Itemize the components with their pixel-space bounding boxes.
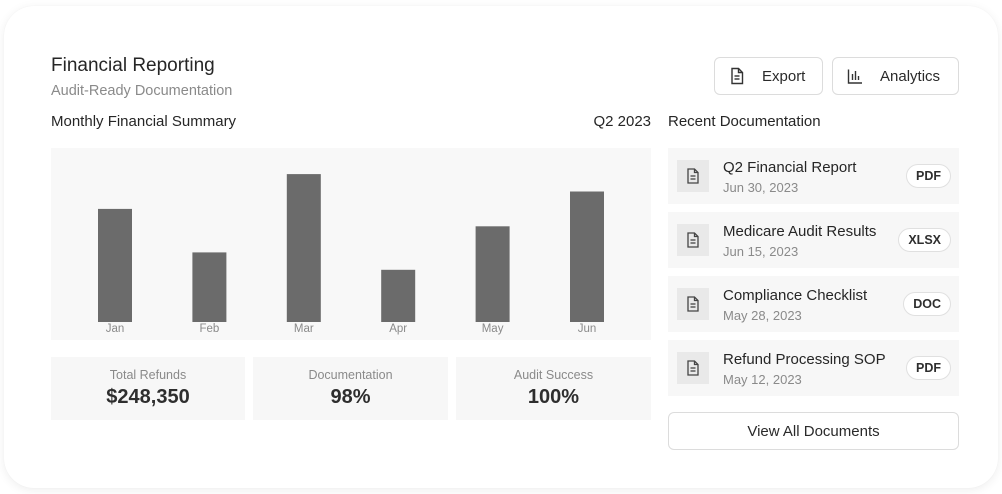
document-icon xyxy=(677,352,709,384)
file-type-badge: XLSX xyxy=(898,228,951,252)
view-all-documents-button[interactable]: View All Documents xyxy=(668,412,959,450)
page-title: Financial Reporting xyxy=(51,55,215,76)
x-tick-label: May xyxy=(482,323,504,335)
period-label: Q2 2023 xyxy=(593,113,651,130)
stat-label: Documentation xyxy=(308,368,393,382)
x-tick-label: Feb xyxy=(199,323,219,335)
doc-name: Refund Processing SOP xyxy=(723,351,886,368)
analytics-button-label: Analytics xyxy=(880,67,941,85)
chart-bar-mar xyxy=(286,174,321,322)
chart-bar-apr xyxy=(381,269,416,322)
stat-label: Audit Success xyxy=(513,368,594,382)
financial-reporting-card: Financial Reporting Audit-Ready Document… xyxy=(4,6,998,488)
doc-date: Jun 15, 2023 xyxy=(723,244,799,259)
document-icon xyxy=(677,288,709,320)
doc-name: Q2 Financial Report xyxy=(723,159,857,176)
document-icon xyxy=(677,224,709,256)
file-type-badge: PDF xyxy=(906,356,951,380)
stat-total-refunds: Total Refunds $248,350 xyxy=(51,357,245,420)
doc-item[interactable]: Compliance Checklist May 28, 2023 DOC xyxy=(668,276,959,332)
recent-docs-list: Q2 Financial Report Jun 30, 2023 PDF Med… xyxy=(668,148,959,404)
chart-svg: Jan Feb Mar Apr May Jun xyxy=(98,174,604,335)
chart-bar-may xyxy=(475,226,510,322)
doc-date: May 28, 2023 xyxy=(723,308,802,323)
x-tick-label: Mar xyxy=(294,323,314,335)
doc-name: Medicare Audit Results xyxy=(723,223,877,240)
document-icon xyxy=(729,67,745,85)
doc-item[interactable]: Medicare Audit Results Jun 15, 2023 XLSX xyxy=(668,212,959,268)
file-type-badge: DOC xyxy=(903,292,951,316)
x-tick-label: Jun xyxy=(578,323,597,335)
doc-item[interactable]: Refund Processing SOP May 12, 2023 PDF xyxy=(668,340,959,396)
doc-date: Jun 30, 2023 xyxy=(723,180,799,195)
stat-label: Total Refunds xyxy=(109,368,187,382)
chart-bar-jun xyxy=(570,191,604,322)
summary-label: Monthly Financial Summary xyxy=(51,113,237,130)
chart-bar-jan xyxy=(98,208,132,322)
stat-value: $248,350 xyxy=(106,386,190,408)
doc-name: Compliance Checklist xyxy=(723,287,868,304)
page-subtitle: Audit-Ready Documentation xyxy=(51,83,233,99)
bar-chart-icon xyxy=(847,67,863,85)
stat-audit-success: Audit Success 100% xyxy=(456,357,651,420)
stat-value: 100% xyxy=(527,386,580,408)
recent-docs-label: Recent Documentation xyxy=(668,113,821,130)
export-button[interactable]: Export xyxy=(714,57,823,95)
export-button-label: Export xyxy=(762,67,806,85)
doc-item[interactable]: Q2 Financial Report Jun 30, 2023 PDF xyxy=(668,148,959,204)
chart-bar-feb xyxy=(192,252,227,322)
x-tick-label: Apr xyxy=(389,323,407,335)
x-tick-label: Jan xyxy=(106,323,125,335)
analytics-button[interactable]: Analytics xyxy=(832,57,959,95)
monthly-bar-chart: Jan Feb Mar Apr May Jun xyxy=(51,148,651,340)
doc-date: May 12, 2023 xyxy=(723,372,802,387)
document-icon xyxy=(677,160,709,192)
file-type-badge: PDF xyxy=(906,164,951,188)
stat-documentation: Documentation 98% xyxy=(253,357,448,420)
stat-value: 98% xyxy=(330,386,371,408)
